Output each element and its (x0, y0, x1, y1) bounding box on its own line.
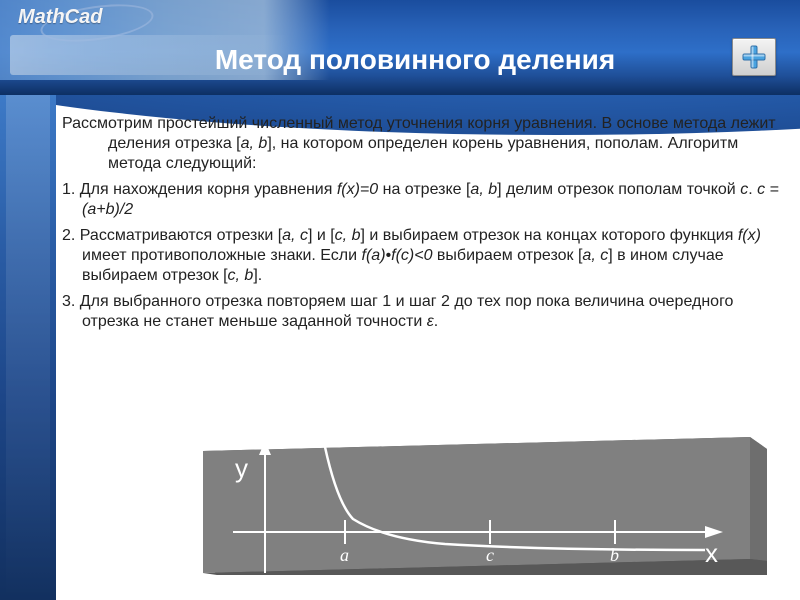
step-1: 1. Для нахождения корня уравнения f(x)=0… (62, 180, 790, 220)
text: 2. Рассматриваются отрезки [ (62, 227, 282, 244)
text: ] и выбираем отрезок на концах которого … (360, 227, 737, 244)
step-2: 2. Рассматриваются отрезки [a, c] и [c, … (62, 226, 790, 286)
help-button[interactable] (732, 38, 776, 76)
step-3: 3. Для выбранного отрезка повторяем шаг … (62, 292, 790, 332)
interval-ac: a, c (582, 247, 608, 264)
axis-x-label: x (705, 538, 718, 568)
paragraph-intro: Рассмотрим простейший численный метод ут… (62, 114, 790, 174)
text: ] делим отрезок пополам точкой (497, 181, 740, 198)
var-c: c (740, 181, 748, 198)
eq-fx0: f(x)=0 (337, 181, 378, 198)
page-title: Метод половинного деления (140, 44, 690, 76)
text: . (434, 313, 438, 330)
interval-cb: c, b (228, 267, 254, 284)
fx: f(x) (738, 227, 761, 244)
interval-ab: a, b (241, 135, 268, 152)
text: 1. Для нахождения корня уравнения (62, 181, 337, 198)
interval-cb: c, b (335, 227, 361, 244)
sidebar-strip (0, 95, 56, 600)
condition: f(a)•f(c)<0 (362, 247, 433, 264)
eps: ε (427, 313, 434, 330)
bisection-diagram: y x a c b (185, 437, 767, 575)
text: . (748, 181, 757, 198)
text: на отрезке [ (378, 181, 470, 198)
tick-a-label: a (340, 545, 349, 565)
logo: MathCad (18, 6, 102, 29)
text: 3. Для выбранного отрезка повторяем шаг … (62, 293, 733, 330)
plus-icon (741, 44, 767, 70)
interval-ac: a, c (282, 227, 308, 244)
tick-c-label: c (486, 545, 494, 565)
text: ] и [ (308, 227, 335, 244)
interval-ab: a, b (470, 181, 497, 198)
text: имеет противоположные знаки. Если (82, 247, 362, 264)
header: MathCad Метод половинного деления (0, 0, 800, 95)
tick-b-label: b (610, 545, 619, 565)
text: ]. (253, 267, 262, 284)
text: выбираем отрезок [ (432, 247, 582, 264)
content: Рассмотрим простейший численный метод ут… (62, 114, 790, 338)
axis-y-label: y (235, 453, 248, 483)
